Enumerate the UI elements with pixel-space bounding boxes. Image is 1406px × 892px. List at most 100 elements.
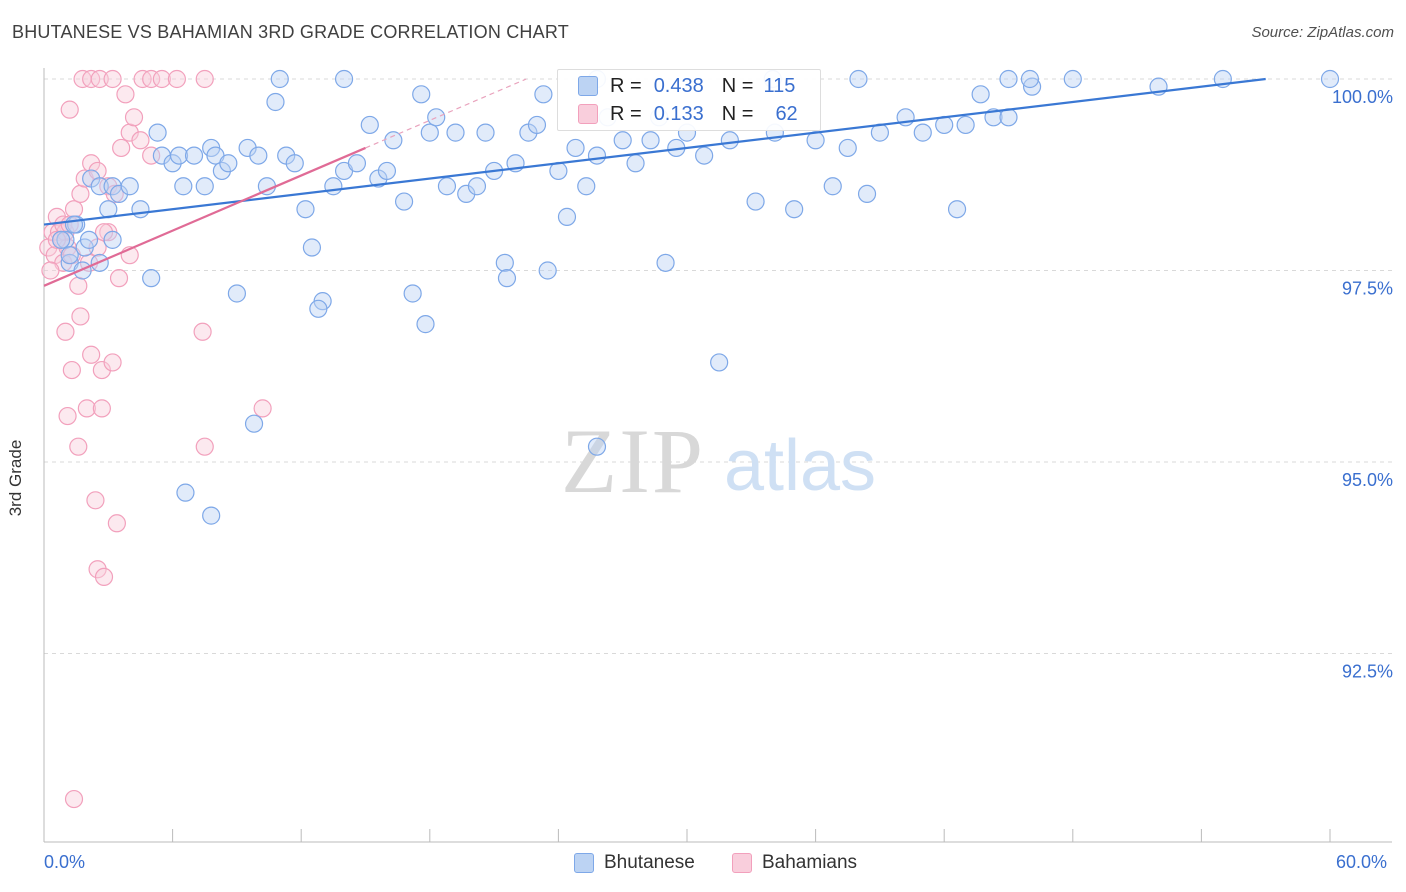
series-label-bahamians: Bahamians bbox=[762, 852, 858, 873]
data-point bbox=[195, 69, 214, 89]
data-point bbox=[169, 146, 189, 165]
data-point bbox=[285, 154, 304, 173]
data-point bbox=[120, 177, 139, 196]
data-point bbox=[107, 514, 126, 533]
data-point bbox=[90, 177, 109, 196]
legend-r-label: R = bbox=[610, 102, 642, 125]
data-point bbox=[384, 131, 403, 150]
data-point bbox=[710, 353, 729, 372]
data-point bbox=[416, 315, 435, 334]
data-point bbox=[112, 138, 131, 158]
trend-line-bahamians bbox=[43, 146, 366, 287]
data-point bbox=[82, 345, 101, 364]
data-point bbox=[1320, 69, 1340, 89]
data-point bbox=[403, 284, 422, 303]
data-point bbox=[142, 146, 161, 165]
data-point bbox=[174, 177, 193, 196]
data-point bbox=[77, 399, 96, 418]
grid bbox=[44, 78, 1392, 654]
series-label-bhutanese: Bhutanese bbox=[604, 852, 695, 873]
data-point bbox=[131, 200, 150, 219]
data-point bbox=[92, 399, 111, 418]
data-point bbox=[41, 261, 60, 280]
data-point bbox=[823, 177, 842, 196]
data-point bbox=[142, 69, 161, 89]
data-point bbox=[71, 307, 90, 326]
data-point bbox=[60, 100, 79, 119]
data-point bbox=[103, 230, 122, 249]
data-point bbox=[495, 253, 514, 272]
data-point bbox=[956, 115, 975, 135]
data-point bbox=[69, 276, 88, 295]
y-tick-label: 100.0% bbox=[1332, 87, 1393, 107]
data-point bbox=[270, 69, 289, 89]
data-point bbox=[103, 353, 122, 372]
y-tick-labels: 92.5% 95.0% 97.5% 100.0% bbox=[1332, 87, 1393, 682]
data-point bbox=[90, 69, 109, 89]
data-point bbox=[176, 483, 195, 502]
data-point bbox=[131, 131, 150, 150]
data-point bbox=[626, 154, 645, 173]
data-point bbox=[124, 108, 144, 127]
series-swatch-bahamians bbox=[732, 853, 752, 873]
data-point bbox=[73, 261, 92, 280]
data-point bbox=[167, 69, 186, 89]
data-point bbox=[60, 246, 79, 265]
legend-n-label: N = bbox=[721, 102, 754, 125]
data-point bbox=[849, 69, 868, 89]
data-point bbox=[360, 115, 379, 135]
data-point bbox=[437, 177, 457, 196]
trend-extension-bahamians bbox=[365, 78, 527, 149]
stats-legend: R = 0.438 N = 115 R = 0.133 N = 62 bbox=[557, 69, 821, 131]
data-point bbox=[947, 200, 967, 219]
y-axis-label: 3rd Grade bbox=[6, 439, 25, 517]
data-point bbox=[538, 261, 557, 280]
data-point bbox=[64, 215, 84, 234]
data-point bbox=[219, 154, 238, 173]
data-point bbox=[62, 360, 81, 380]
data-point bbox=[497, 269, 517, 288]
data-point bbox=[266, 92, 285, 112]
data-point bbox=[527, 115, 547, 135]
data-point bbox=[984, 108, 1003, 127]
data-point bbox=[202, 506, 221, 525]
data-point bbox=[52, 230, 71, 249]
data-point bbox=[641, 131, 660, 150]
data-point bbox=[476, 123, 495, 142]
data-point bbox=[427, 108, 446, 127]
data-point bbox=[999, 69, 1018, 89]
data-point bbox=[1063, 69, 1082, 89]
watermark-zip: ZIP bbox=[561, 410, 705, 512]
data-point bbox=[71, 184, 90, 203]
legend-swatch-bahamians bbox=[578, 104, 598, 124]
source-label: Source: ZipAtlas.com bbox=[1251, 24, 1394, 41]
data-point bbox=[557, 207, 577, 226]
legend-n-value: 62 bbox=[775, 102, 798, 125]
data-point bbox=[244, 414, 264, 433]
data-point bbox=[64, 200, 84, 219]
watermark: ZIP atlas bbox=[561, 410, 876, 512]
legend-n-value: 115 bbox=[763, 74, 796, 97]
data-point bbox=[58, 406, 77, 426]
data-point bbox=[302, 238, 322, 257]
data-point bbox=[142, 269, 161, 288]
data-point bbox=[109, 269, 129, 288]
data-point bbox=[249, 146, 268, 165]
data-point bbox=[103, 69, 122, 89]
trend-lines bbox=[43, 77, 1266, 287]
data-point bbox=[296, 200, 315, 219]
data-point bbox=[334, 69, 354, 89]
data-point bbox=[412, 85, 431, 104]
x-tick-label-max: 60.0% bbox=[1336, 852, 1388, 872]
legend-swatch-bhutanese bbox=[578, 76, 598, 96]
series-legend-bhutanese: Bhutanese bbox=[574, 852, 695, 874]
legend-r-label: R = bbox=[610, 74, 642, 97]
data-point bbox=[347, 154, 367, 173]
legend-row-bahamians: R = 0.133 N = 62 bbox=[578, 102, 798, 126]
data-point bbox=[587, 146, 607, 165]
series-legend-bahamians: Bahamians bbox=[732, 852, 857, 874]
legend-r-value: 0.133 bbox=[653, 102, 704, 125]
data-point bbox=[971, 85, 990, 104]
data-point bbox=[394, 192, 414, 211]
series-legend: Bhutanese Bahamians bbox=[0, 852, 1406, 876]
